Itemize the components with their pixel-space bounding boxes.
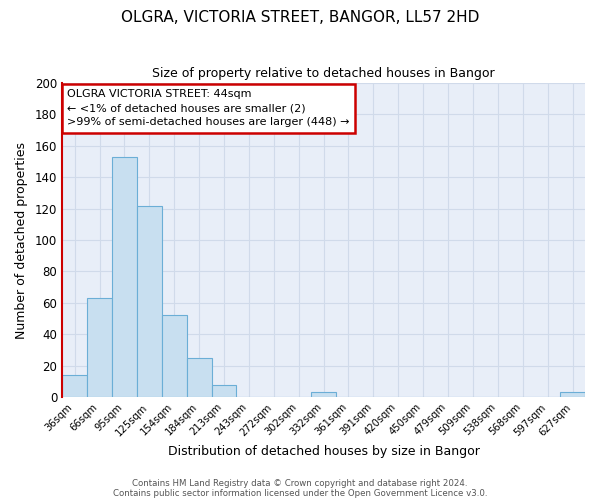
- Text: Contains public sector information licensed under the Open Government Licence v3: Contains public sector information licen…: [113, 488, 487, 498]
- Title: Size of property relative to detached houses in Bangor: Size of property relative to detached ho…: [152, 68, 495, 80]
- Bar: [162, 316, 187, 397]
- Bar: [112, 157, 137, 397]
- Text: OLGRA VICTORIA STREET: 44sqm
← <1% of detached houses are smaller (2)
>99% of se: OLGRA VICTORIA STREET: 44sqm ← <1% of de…: [67, 90, 350, 128]
- Bar: [137, 206, 162, 397]
- Bar: [87, 298, 112, 397]
- Text: OLGRA, VICTORIA STREET, BANGOR, LL57 2HD: OLGRA, VICTORIA STREET, BANGOR, LL57 2HD: [121, 10, 479, 25]
- Bar: [187, 358, 212, 397]
- Y-axis label: Number of detached properties: Number of detached properties: [15, 142, 28, 338]
- Bar: [560, 392, 585, 397]
- Bar: [311, 392, 336, 397]
- Bar: [212, 384, 236, 397]
- Text: Contains HM Land Registry data © Crown copyright and database right 2024.: Contains HM Land Registry data © Crown c…: [132, 478, 468, 488]
- X-axis label: Distribution of detached houses by size in Bangor: Distribution of detached houses by size …: [167, 444, 479, 458]
- Bar: [62, 375, 87, 397]
